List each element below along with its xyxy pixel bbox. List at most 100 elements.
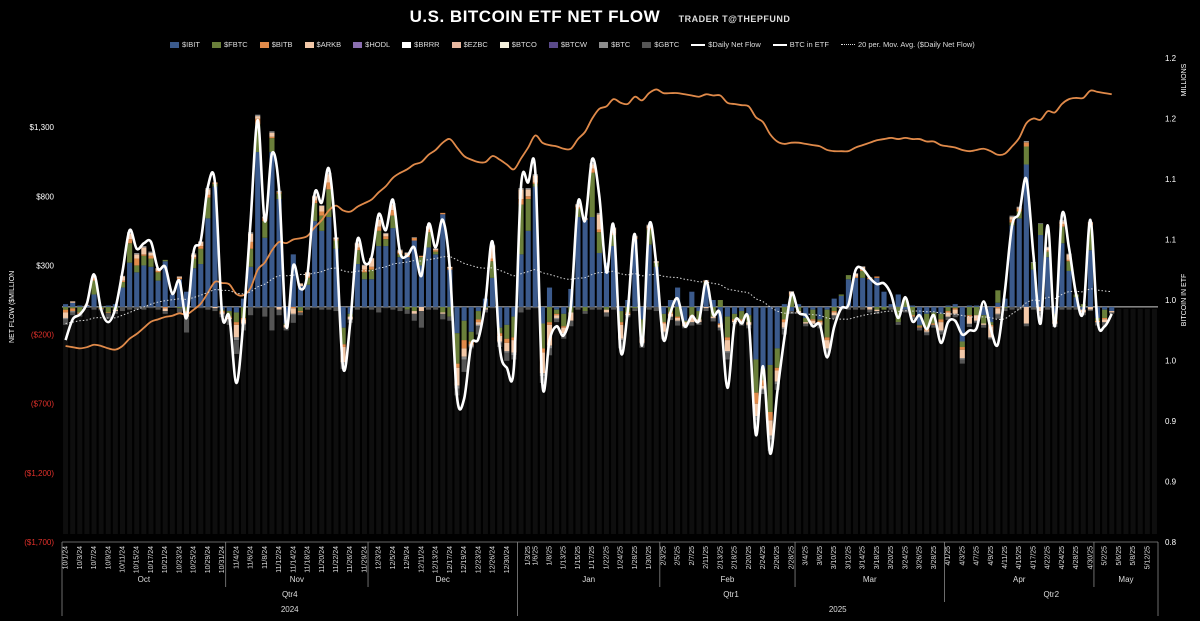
bg-column [917,308,923,534]
bar-segment-gbtc [233,340,239,354]
bar-segment-gbtc [525,306,531,310]
bg-column [63,308,69,534]
bar-segment-ibit [995,302,1001,307]
bg-column [938,308,944,534]
bar-segment-arkb [675,317,681,321]
legend-item: $HODL [353,40,390,49]
bg-column [682,308,688,534]
bg-column [739,308,745,534]
bar-segment-gbtc [760,389,766,395]
bar-segment-gbtc [931,324,937,328]
x-tick-label: 10/1/24 [63,546,70,569]
bar-segment-gbtc [1002,308,1008,312]
bar-segment-bitb [546,322,553,325]
bar-segment-ibit [902,306,908,310]
legend-label: $BTCO [511,40,537,49]
bar-segment-bitb [91,277,97,281]
bar-segment-btc [1009,215,1015,218]
bar-segment-arkb [475,322,481,325]
bar-segment-fbtc [62,306,69,310]
bar-segment-gbtc [988,338,994,340]
x-tick-label: 1/24/25 [618,546,625,569]
bar-segment-fbtc [689,306,695,316]
bar-segment-bitb [198,246,204,249]
bar-segment-gbtc [290,314,296,323]
bar-segment-fbtc [909,306,916,316]
legend-label: $BITB [271,40,293,49]
bar-segment-arkb [361,265,368,270]
bar-segment-ibit [931,306,937,313]
x-tick-label: 1/22/25 [603,546,610,569]
bar-segment-ibit [988,306,994,323]
bar-segment-gbtc [575,306,581,310]
bar-segment-ibit [632,239,638,307]
bar-segment-ibit [361,279,368,307]
legend-swatch [548,41,558,48]
bar-segment-ibit [319,230,325,307]
bar-segment-fbtc [319,215,325,231]
bar-segment-arkb [803,322,809,324]
bar-segment-bitb [753,392,759,404]
bar-segment-gbtc [212,308,218,312]
bar-segment-gbtc [938,331,944,335]
bar-segment-arkb [603,309,610,313]
bg-column [696,308,702,534]
x-tick-label: 2/28/25 [788,546,795,569]
left-axis-tick: ($700) [31,400,54,409]
bar-segment-btc [134,252,140,255]
btc-in-etf-line [65,88,1112,351]
bar-segment-arkb [724,340,730,352]
bar-segment-gbtc [155,306,161,310]
bar-segment-bitb [618,322,624,325]
x-tick-label: 10/29/24 [205,546,212,573]
bar-segment-btc [781,327,787,330]
bar-segment-arkb [1023,306,1029,324]
x-tick-label: 2/20/25 [746,546,753,569]
bar-segment-ibit [518,254,524,307]
bg-column [689,308,695,534]
bar-segment-ibit [696,306,702,312]
bar-segment-bitb [105,312,111,314]
bar-segment-arkb [924,330,930,332]
bar-segment-btc [383,232,389,234]
x-tick-label: 11/18/24 [305,546,312,573]
bar-segment-bitb [127,239,133,244]
bar-segment-bitb [504,338,510,343]
bar-segment-arkb [760,385,766,389]
bar-segment-ibit [881,291,887,307]
bar-segment-fbtc [183,306,190,312]
x-tick-label: 1/13/25 [561,546,568,569]
bg-column [874,308,880,534]
x-tick-label: 3/14/25 [860,546,867,569]
bar-segment-fbtc [1023,146,1029,165]
legend-label: $IBIT [182,40,200,49]
x-tick-label: 3/20/25 [888,546,895,569]
bar-segment-ibit [1066,270,1072,307]
x-tick-label: 5/6/25 [1116,546,1123,566]
bar-segment-ibit [860,277,866,307]
legend-swatch [451,41,461,48]
x-tick-label: 3/12/25 [845,546,852,569]
bar-segment-arkb [1066,254,1072,260]
bar-segment-bitb [119,280,126,283]
bar-segment-ibit [589,217,595,307]
bar-segment-ibit [390,228,396,307]
bar-segment-ibit [340,306,346,328]
x-tick-label: 12/3/24 [376,546,383,569]
bar-segment-ibit [333,248,339,307]
bar-segment-ibit [710,300,716,307]
x-tick-label: 1/17/25 [589,546,596,569]
bar-segment-arkb [411,311,417,314]
bar-segment-ibit [667,300,674,307]
bar-segment-btc [461,356,467,360]
bar-segment-bitb [176,277,182,280]
x-tick-label: 10/3/24 [77,546,84,569]
x-tick-label: 4/30/25 [1087,546,1094,569]
bar-segment-fbtc [1045,251,1051,258]
bar-segment-ibit [1045,257,1051,307]
bar-segment-btc [1038,223,1044,224]
bar-segment-btc [361,264,368,266]
bg-column [995,308,1001,534]
bar-segment-gbtc [276,309,282,316]
bar-segment-bitb [319,211,325,216]
